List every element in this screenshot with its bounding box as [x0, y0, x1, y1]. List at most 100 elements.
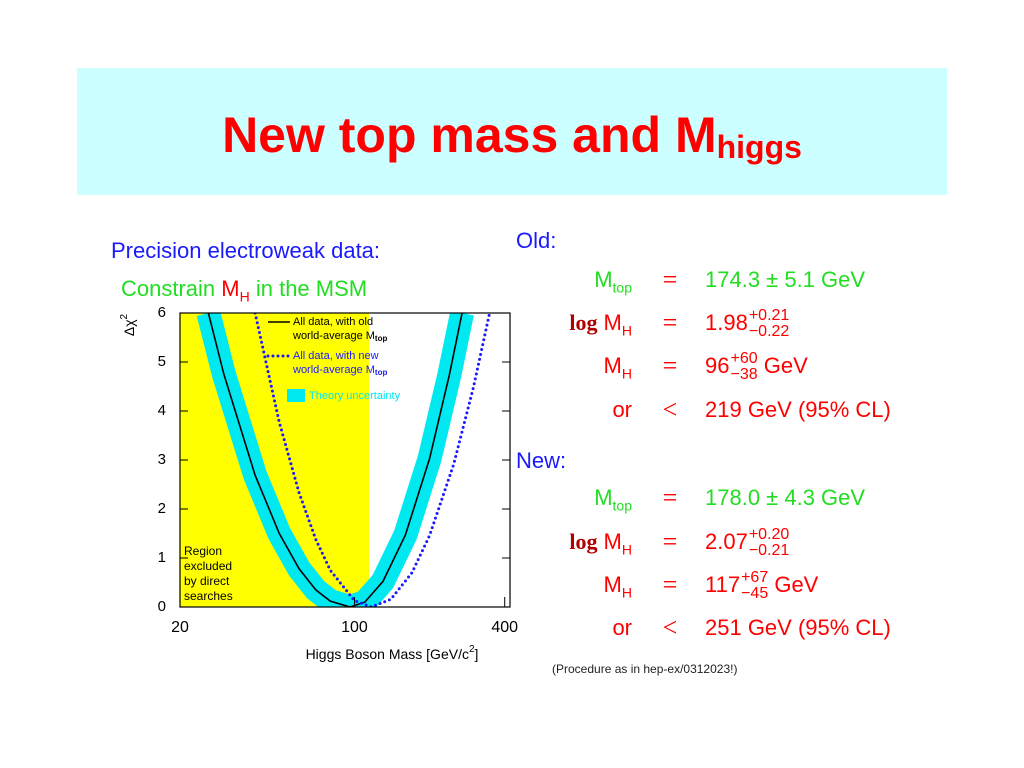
legend-text: Theory uncertainty: [309, 390, 401, 402]
region-label: excluded: [184, 559, 232, 573]
symbol: or: [612, 615, 632, 640]
text: Δχ: [121, 319, 137, 336]
text: world-average M: [292, 364, 375, 376]
minus-error: −0.21: [748, 542, 790, 560]
text: in the MSM: [249, 276, 368, 301]
symbol: M: [603, 529, 622, 554]
value: 117: [705, 572, 741, 597]
curve: [207, 313, 463, 607]
legend-text: All data, with new: [293, 350, 379, 362]
plot-area: [180, 313, 492, 607]
value: 2.07: [705, 529, 748, 554]
equation: log MH = 2.07 +0.20 −0.21: [500, 522, 980, 562]
equation: Mtop = 178.0 ± 4.3 GeV: [500, 478, 980, 518]
value: 96: [705, 353, 730, 378]
text: Constrain: [121, 276, 222, 301]
text: world-average M: [292, 330, 375, 342]
x-tick-label: 100: [341, 619, 368, 636]
legend-text: world-average Mtop: [292, 330, 387, 343]
x-tick-label: 20: [171, 619, 189, 636]
y-tick-label: 3: [158, 451, 166, 468]
title-sub: higgs: [716, 129, 802, 165]
plus-error: +60: [730, 350, 758, 368]
region-label: searches: [184, 589, 233, 603]
log: log: [569, 529, 598, 554]
value: 219 GeV (95% CL): [705, 397, 891, 422]
lhs: Mtop: [594, 260, 632, 307]
sub: H: [621, 322, 632, 339]
y-tick-label: 1: [158, 549, 166, 566]
rhs: 2.07 +0.20 −0.21: [705, 522, 789, 562]
y-tick-label: 5: [158, 353, 166, 370]
operator: =: [662, 351, 678, 380]
equation: Mtop = 174.3 ± 5.1 GeV: [500, 260, 980, 300]
y-tick-label: 0: [158, 598, 166, 615]
section-heading: Old:: [516, 228, 557, 253]
operator: =: [662, 483, 678, 512]
left-heading: Precision electroweak data:: [111, 238, 381, 263]
sub: top: [375, 334, 388, 343]
errors: +0.21 −0.22: [749, 308, 789, 340]
rhs: 96 +60 −38 GeV: [705, 346, 808, 386]
equation: or <251 GeV (95% CL): [500, 608, 980, 648]
y-tick-label: 6: [158, 304, 166, 321]
errors: +0.20 −0.21: [749, 527, 789, 559]
rhs: 117 +67 −45 GeV: [705, 565, 818, 605]
symbol: M: [594, 267, 613, 292]
lhs: or: [612, 608, 632, 648]
equation: or <219 GeV (95% CL): [500, 390, 980, 430]
lhs: MH: [604, 565, 632, 612]
region-label: by direct: [184, 574, 230, 588]
section-heading: New:: [516, 448, 567, 473]
sub: top: [612, 497, 632, 514]
operator: =: [662, 265, 678, 294]
rhs: 174.3 ± 5.1 GeV: [705, 260, 865, 300]
unit: GeV: [768, 572, 819, 597]
lhs: Mtop: [594, 478, 632, 525]
sub: H: [621, 584, 632, 601]
rhs: 1.98 +0.21 −0.22: [705, 303, 789, 343]
sub: H: [239, 288, 250, 305]
sub: top: [375, 368, 388, 377]
errors: +60 −38: [730, 351, 757, 383]
legend-text: world-average Mtop: [292, 364, 387, 377]
operator: <: [662, 613, 678, 642]
title: New top mass and Mhiggs: [77, 68, 947, 215]
x-tick-label: 400: [491, 619, 518, 636]
value: 1.98: [705, 310, 748, 335]
lhs: log MH: [569, 303, 632, 350]
plus-error: +67: [741, 569, 769, 587]
title-banner: New top mass and Mhiggs: [77, 68, 947, 195]
region-label: Region: [184, 544, 222, 558]
y-axis-label: Δχ2: [119, 313, 137, 336]
sub: H: [621, 365, 632, 382]
operator: <: [662, 395, 678, 424]
symbol: M: [603, 310, 622, 335]
symbol: M: [603, 353, 622, 378]
footnote: (Procedure as in hep-ex/0312023!): [552, 662, 738, 676]
sup: 2: [119, 313, 130, 319]
minus-error: −38: [730, 366, 758, 384]
symbol: or: [612, 397, 632, 422]
minus-error: −0.22: [748, 323, 790, 341]
symbol: M: [603, 572, 622, 597]
unit: GeV: [757, 353, 808, 378]
legend-swatch: [287, 389, 305, 402]
log: log: [569, 310, 598, 335]
operator: =: [662, 527, 678, 556]
legend-text: All data, with old: [293, 316, 373, 328]
sub: H: [621, 541, 632, 558]
equation: MH = 117 +67 −45 GeV: [500, 565, 980, 605]
title-text: New top mass and M: [222, 107, 717, 163]
y-tick-label: 4: [158, 402, 166, 419]
lhs: log MH: [569, 522, 632, 569]
lhs: or: [612, 390, 632, 430]
text: M: [221, 276, 240, 301]
value: 174.3 ± 5.1 GeV: [705, 267, 866, 292]
rhs: 251 GeV (95% CL): [705, 608, 891, 648]
value: 251 GeV (95% CL): [705, 615, 891, 640]
sup: 2: [469, 644, 475, 655]
plus-error: +0.20: [748, 526, 790, 544]
minus-error: −45: [741, 585, 769, 603]
